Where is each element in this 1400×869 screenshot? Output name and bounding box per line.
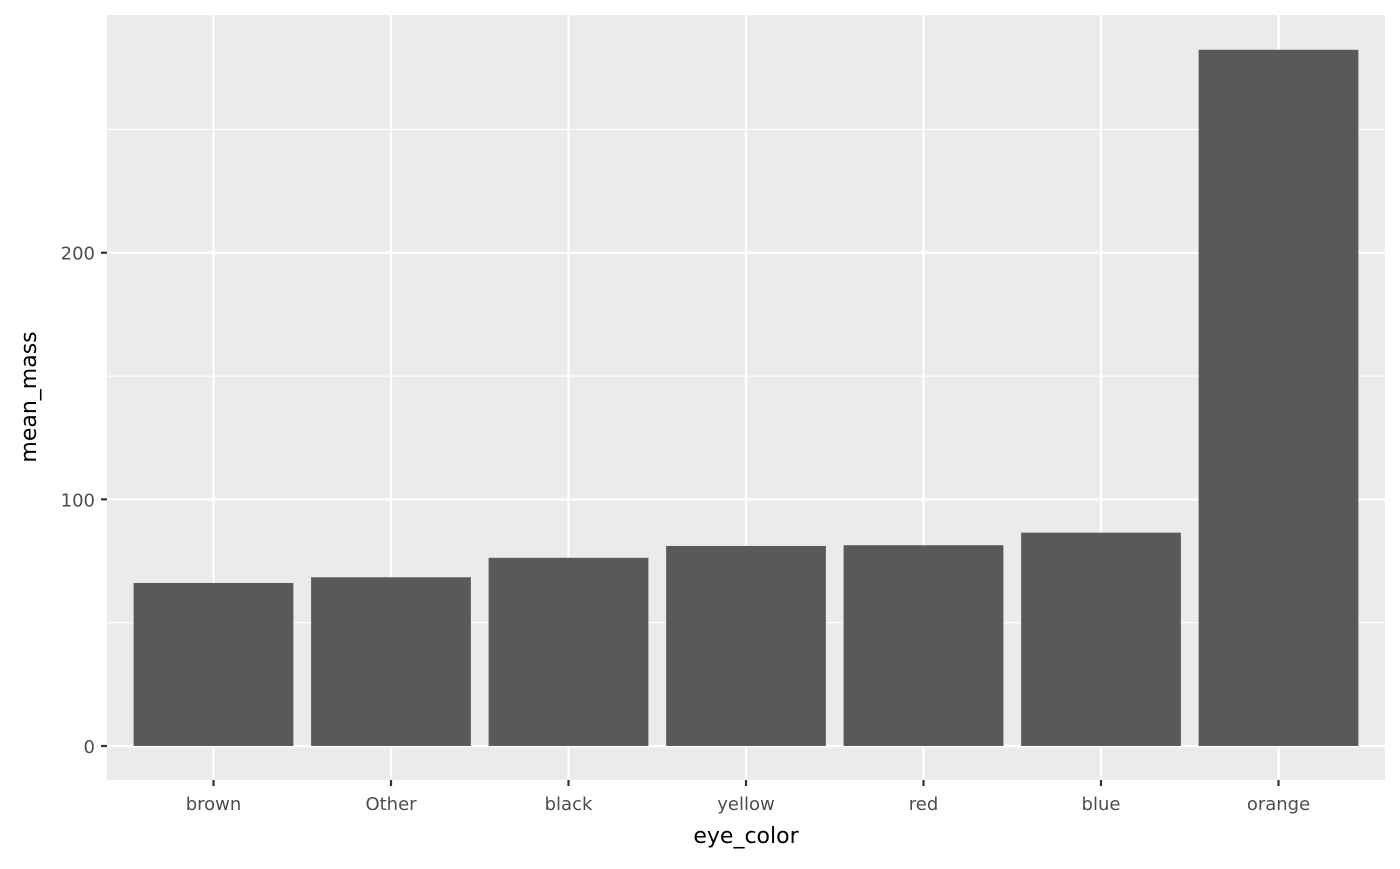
y-tick-label: 0 [84,737,95,758]
y-tick-label: 200 [61,244,95,265]
axes: 0 100 200 brown Other black yellow red blue orang… [61,244,1311,815]
bar-black [488,557,649,746]
bar-brown [133,582,294,746]
x-tick-label: black [545,794,593,815]
x-tick-label: brown [186,794,242,815]
x-axis-title: eye_color [693,824,799,849]
y-tick-label: 100 [61,490,95,511]
bar-yellow [666,545,826,746]
bar-red [843,545,1004,746]
x-tick-label: yellow [717,794,774,815]
x-tick-label: orange [1247,794,1310,815]
x-tick-label: blue [1082,794,1121,815]
bar-blue [1021,532,1181,746]
x-tick-label: red [909,794,939,815]
x-tick-label: Other [365,794,417,815]
bar-other [311,577,471,746]
y-axis-title: mean_mass [17,331,42,462]
bar-orange [1198,49,1359,746]
bars [133,49,1359,746]
